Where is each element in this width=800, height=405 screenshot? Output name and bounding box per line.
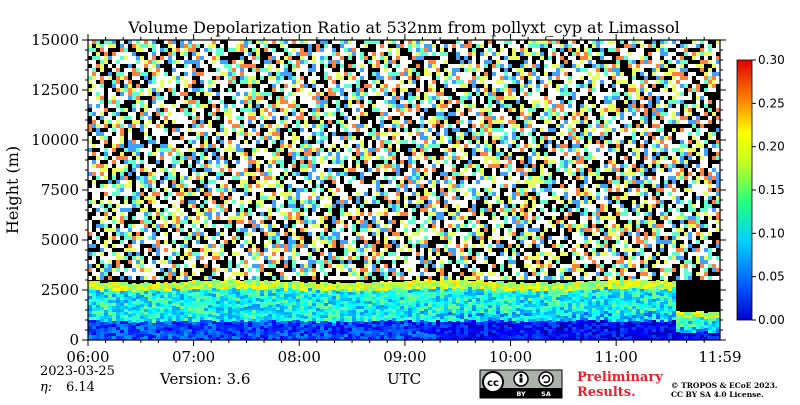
cc-icon-text: cc <box>487 378 499 389</box>
colorbar-tick-label: 0.15 <box>758 183 785 197</box>
copyright-line-2: CC BY SA 4.0 License. <box>671 390 764 399</box>
x-tick-label: 11:59 <box>698 348 741 366</box>
y-tick-label: 7500 <box>41 181 79 199</box>
y-tick-label: 12500 <box>31 81 79 99</box>
x-tick-label: 08:00 <box>278 348 321 366</box>
x-tick-label: 10:00 <box>489 348 532 366</box>
x-axis: 06:00 07:00 08:00 09:00 10:00 11:00 11:59 <box>66 34 742 366</box>
heatmap-noise-cells <box>88 40 720 280</box>
colorbar-tick-label: 0.30 <box>758 53 785 67</box>
x-tick-label: 09:00 <box>383 348 426 366</box>
x-tick-label: 06:00 <box>66 348 109 366</box>
x-axis-label: UTC <box>387 370 421 388</box>
y-tick-label: 15000 <box>31 31 79 49</box>
heatmap-plot-area <box>88 40 720 340</box>
preliminary-line-2: Results. <box>577 385 636 400</box>
footer-eta-label: η: <box>40 380 52 395</box>
y-axis: 0 2500 5000 7500 10000 12500 15000 <box>31 31 726 349</box>
footer-date: 2023-03-25 <box>40 364 115 379</box>
y-axis-label: Height (m) <box>3 146 22 234</box>
chart-title: Volume Depolarization Ratio at 532nm fro… <box>127 18 679 37</box>
colorbar-tick-label: 0.20 <box>758 140 785 154</box>
colorbar-tick-label: 0.10 <box>758 226 785 240</box>
colorbar-tick-label: 0.25 <box>758 96 785 110</box>
colorbar-tick-label: 0.00 <box>758 313 785 327</box>
cc-icon <box>482 371 504 393</box>
sa-share-icon <box>538 371 554 387</box>
footer-eta-value: 6.14 <box>66 380 95 395</box>
colorbar-tick-label: 0.05 <box>758 270 785 284</box>
heatmap-aerosol-layer <box>88 279 720 340</box>
footer-version: Version: 3.6 <box>159 370 250 388</box>
colorbar-ticks: 0.00 0.05 0.10 0.15 0.20 0.25 0.30 <box>752 53 785 327</box>
preliminary-line-1: Preliminary <box>577 370 663 385</box>
y-tick-label: 0 <box>69 331 79 349</box>
x-tick-label: 11:00 <box>595 348 638 366</box>
copyright-line-1: © TROPOS & ECoE 2023. <box>671 381 778 390</box>
y-tick-label: 2500 <box>41 281 79 299</box>
y-tick-label: 10000 <box>31 131 79 149</box>
cc-license-badge: cc BY SA <box>479 369 563 399</box>
x-tick-label: 07:00 <box>172 348 215 366</box>
colorbar <box>736 59 753 321</box>
sa-label: SA <box>541 390 551 398</box>
y-tick-label: 5000 <box>41 231 79 249</box>
by-label: BY <box>516 390 526 398</box>
